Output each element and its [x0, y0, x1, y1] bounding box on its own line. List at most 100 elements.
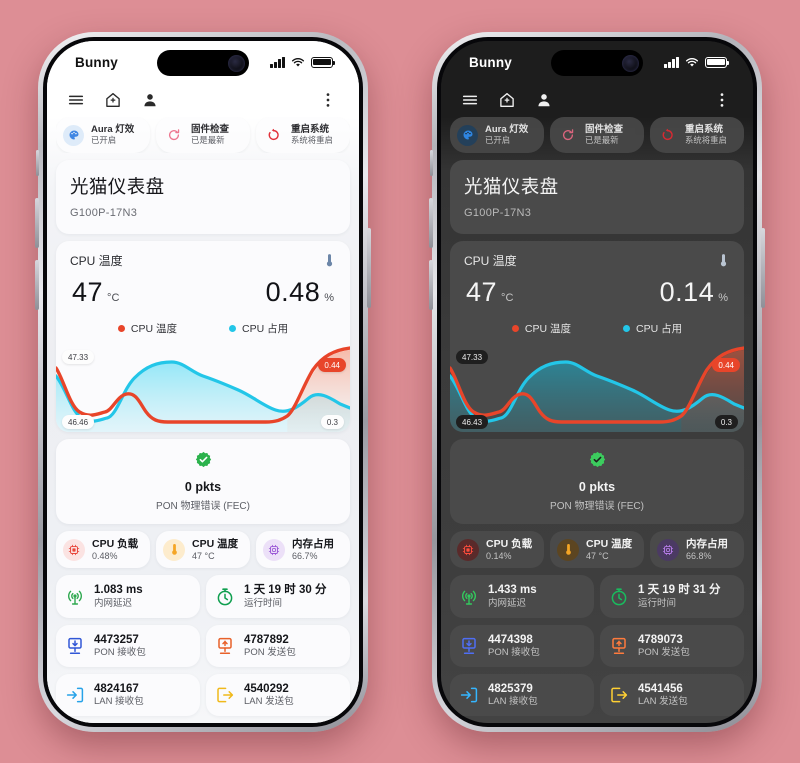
status-bar: Bunny	[441, 41, 753, 83]
firmware-refresh-icon	[163, 125, 184, 146]
cpu-card-values: 47 °C 0.14 %	[450, 269, 744, 308]
quick-action-firmware[interactable]: 固件检查 已是最新	[550, 117, 644, 153]
legend-label-temp: CPU 温度	[130, 323, 177, 335]
home-icon[interactable]	[104, 91, 122, 109]
account-icon[interactable]	[535, 91, 553, 109]
info-card-latency[interactable]: 1.083 ms 内网延迟	[56, 575, 200, 618]
cpu-usage-unit: %	[324, 292, 334, 304]
cpu-usage-unit: %	[718, 292, 728, 304]
info-row-3: 4825379 LAN 接收包 4541456 LAN 发送包	[450, 673, 744, 717]
status-bar-title: Bunny	[75, 54, 118, 70]
volume-down-button[interactable]	[429, 260, 433, 310]
pon-error-card: 0 pkts PON 物理错误 (FEC)	[56, 439, 350, 524]
stopwatch-icon	[611, 587, 627, 605]
info-card-uptime[interactable]: 1 天 19 时 31 分 运行时间	[600, 575, 744, 618]
info-card-pon-tx[interactable]: 4787892 PON 发送包	[206, 624, 350, 667]
status-bar-indicators	[270, 56, 335, 68]
thermometer-icon	[557, 538, 579, 561]
home-icon[interactable]	[498, 91, 516, 109]
info-card-pon-rx[interactable]: 4474398 PON 接收包	[450, 624, 594, 667]
cpu-card-label: CPU 温度	[70, 254, 123, 268]
lan-in-icon	[66, 687, 84, 703]
legend-label-usage: CPU 占用	[636, 323, 683, 335]
info-text: 4473257 PON 接收包	[94, 633, 146, 659]
chart-legend: CPU 温度 CPU 占用	[450, 321, 744, 336]
cpu-chip-icon	[457, 538, 479, 561]
info-card-lan-tx[interactable]: 4540292 LAN 发送包	[206, 673, 350, 717]
quick-action-text: Aura 灯效 已开启	[91, 123, 135, 145]
info-text: 4825379 LAN 接收包	[488, 682, 538, 708]
cpu-card-values: 47 °C 0.48 %	[56, 269, 350, 308]
metric-cpu-temp[interactable]: CPU 温度 47 °C	[550, 531, 644, 569]
silent-switch[interactable]	[430, 150, 433, 176]
hamburger-menu-icon[interactable]	[461, 91, 479, 109]
info-card-pon-rx[interactable]: 4473257 PON 接收包	[56, 624, 200, 667]
metric-cpu-load[interactable]: CPU 负载 0.48%	[56, 531, 150, 569]
quick-action-firmware[interactable]: 固件检查 已是最新	[156, 117, 250, 153]
cpu-usage-value: 0.48	[265, 277, 321, 307]
front-camera-icon	[228, 54, 245, 72]
account-icon[interactable]	[141, 91, 159, 109]
quick-action-aura[interactable]: Aura 灯效 已开启	[56, 117, 150, 153]
quick-action-aura[interactable]: Aura 灯效 已开启	[450, 117, 544, 153]
download-packets-icon	[68, 637, 82, 654]
info-card-latency[interactable]: 1.433 ms 内网延迟	[450, 575, 594, 618]
metric-cpu-load[interactable]: CPU 负载 0.14%	[450, 531, 544, 569]
lan-out-icon	[611, 687, 628, 703]
quick-action-text: 固件检查 已是最新	[191, 123, 230, 145]
power-button[interactable]	[367, 228, 371, 308]
info-text: 1.083 ms 内网延迟	[94, 584, 143, 609]
chart-tag-bottom-left: 46.46	[62, 415, 95, 429]
legend-label-usage: CPU 占用	[242, 323, 289, 335]
hamburger-menu-icon[interactable]	[67, 91, 85, 109]
device-title-card: 光猫仪表盘 G100P-17N3	[56, 160, 350, 234]
verified-check-icon	[589, 451, 605, 468]
info-card-pon-tx[interactable]: 4789073 PON 发送包	[600, 624, 744, 667]
palette-icon	[63, 124, 84, 146]
thermometer-icon	[326, 254, 333, 267]
pon-error-label: PON 物理错误 (FEC)	[550, 501, 644, 512]
dashboard-content: Aura 灯效 已开启 固件检查 已是最新	[441, 117, 753, 723]
cellular-icon	[270, 56, 285, 68]
cpu-usage-group: 0.14 %	[660, 277, 728, 308]
upload-packets-icon	[218, 637, 232, 654]
battery-icon	[311, 56, 335, 68]
chart-tag-bottom-right: 0.3	[714, 415, 738, 429]
firmware-refresh-icon	[557, 125, 578, 146]
phone-screen-dark: Bunny	[441, 41, 753, 723]
quick-action-restart[interactable]: 重启系统 系统将重启	[650, 117, 744, 153]
phone-bezel: Bunny	[437, 37, 757, 727]
phone-dark: Bunny	[429, 32, 765, 732]
quick-action-text: 重启系统 系统将重启	[291, 123, 333, 145]
metric-memory[interactable]: 内存占用 66.7%	[256, 531, 350, 569]
phone-light: Bunny	[35, 32, 371, 732]
volume-up-button[interactable]	[35, 198, 39, 248]
cpu-temperature-card: CPU 温度 47 °C 0.48 %	[56, 241, 350, 432]
metric-cpu-temp[interactable]: CPU 温度 47 °C	[156, 531, 250, 569]
volume-down-button[interactable]	[35, 260, 39, 310]
info-row-3: 4824167 LAN 接收包 4540292 LAN 发送包	[56, 673, 350, 717]
status-bar-title: Bunny	[469, 54, 512, 70]
info-card-lan-tx[interactable]: 4541456 LAN 发送包	[600, 673, 744, 717]
info-card-uptime[interactable]: 1 天 19 时 30 分 运行时间	[206, 575, 350, 618]
info-card-lan-rx[interactable]: 4824167 LAN 接收包	[56, 673, 200, 717]
info-row-2: 4473257 PON 接收包 4787892	[56, 624, 350, 667]
metric-memory[interactable]: 内存占用 66.8%	[650, 531, 744, 569]
cpu-chart: 47.33 46.43 0.44 0.3	[450, 346, 744, 432]
wifi-icon	[291, 57, 305, 67]
more-vertical-icon[interactable]	[319, 91, 337, 109]
device-model: G100P-17N3	[464, 207, 532, 219]
chart-tag-bottom-right: 0.3	[320, 415, 344, 429]
stopwatch-icon	[217, 587, 233, 605]
metrics-row: CPU 负载 0.14% CPU 温度 47 °C	[450, 531, 744, 569]
volume-up-button[interactable]	[429, 198, 433, 248]
silent-switch[interactable]	[36, 150, 39, 176]
phone-screen-light: Bunny	[47, 41, 359, 723]
quick-action-restart[interactable]: 重启系统 系统将重启	[256, 117, 350, 153]
chart-svg	[450, 346, 744, 432]
more-vertical-icon[interactable]	[713, 91, 731, 109]
power-button[interactable]	[761, 228, 765, 308]
info-card-lan-rx[interactable]: 4825379 LAN 接收包	[450, 673, 594, 717]
wifi-icon	[685, 57, 699, 67]
download-packets-icon	[462, 637, 476, 654]
